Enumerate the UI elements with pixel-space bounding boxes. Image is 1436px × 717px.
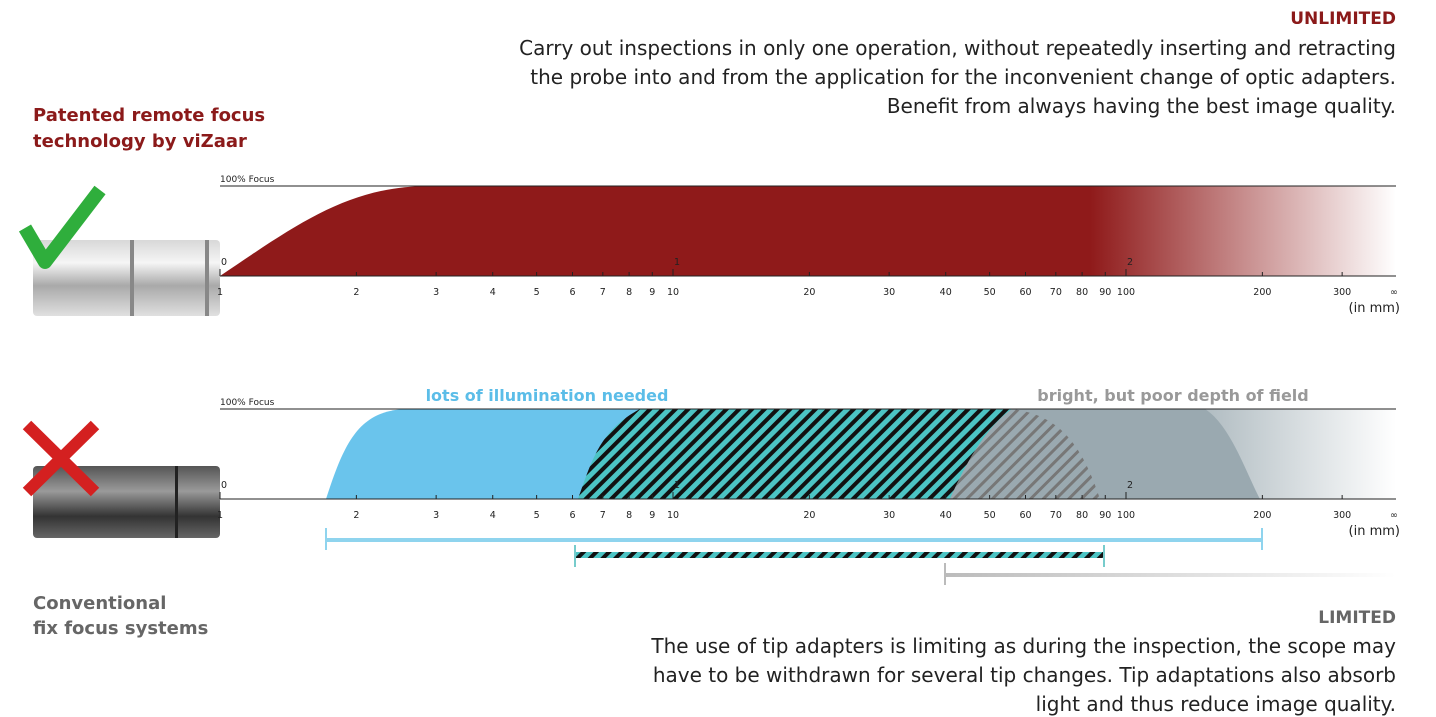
probe-icon (25, 190, 220, 316)
tick-label: 1 (217, 287, 223, 298)
text-line: the probe into and from the application … (530, 65, 1396, 89)
tick-label: ∞ (1390, 510, 1398, 521)
tick-label: 90 (1099, 287, 1111, 298)
tick-label: 70 (1050, 287, 1062, 298)
unit-label: (in mm) (1349, 301, 1400, 316)
tick-label: 9 (649, 510, 655, 521)
text-line: light and thus reduce image quality. (1036, 692, 1396, 716)
tick-label: ∞ (1390, 287, 1398, 298)
text-line: have to be withdrawn for several tip cha… (653, 663, 1396, 687)
tick-label: 200 (1253, 287, 1271, 298)
range-bars (326, 528, 1396, 585)
heading: UNLIMITED (1290, 9, 1396, 29)
tick-label: 100 (1117, 510, 1135, 521)
tick-label: 30 (883, 287, 895, 298)
tick-label: 10 (667, 287, 679, 298)
tick-label: 80 (1076, 287, 1088, 298)
label: technology by viZaar (33, 131, 247, 152)
heading: LIMITED (1318, 608, 1396, 628)
tick-label: 300 (1333, 287, 1351, 298)
text-line: Benefit from always having the best imag… (887, 94, 1396, 118)
decade-label: 0 (221, 257, 227, 268)
tick-label: 300 (1333, 510, 1351, 521)
tick-label: 50 (984, 287, 996, 298)
tick-label: 70 (1050, 510, 1062, 521)
tick-label: 2 (353, 287, 359, 298)
tick-label: 8 (626, 287, 632, 298)
tick-label: 3 (433, 287, 439, 298)
tick-label: 4 (490, 287, 496, 298)
label: fix focus systems (33, 618, 208, 639)
tick-label: 50 (984, 510, 996, 521)
tick-label: 10 (667, 510, 679, 521)
tick-label: 100 (1117, 287, 1135, 298)
tick-label: 6 (569, 287, 575, 298)
probe-icon (27, 425, 220, 538)
decade-label: 1 (674, 257, 680, 268)
sharp-area (578, 409, 1012, 499)
tick-label: 7 (600, 510, 606, 521)
annotation: lots of illumination needed (426, 386, 669, 405)
decade-label: 2 (1127, 257, 1133, 268)
tick-label: 80 (1076, 510, 1088, 521)
text-line: Carry out inspections in only one operat… (519, 36, 1396, 60)
tick-label: 7 (600, 287, 606, 298)
tick-label: 9 (649, 287, 655, 298)
tick-label: 200 (1253, 510, 1271, 521)
tick-label: 5 (534, 287, 540, 298)
tick-label: 40 (940, 287, 952, 298)
focus-label: 100% Focus (220, 175, 275, 185)
tick-label: 8 (626, 510, 632, 521)
infographic: UNLIMITED Carry out inspections in only … (0, 0, 1436, 717)
tick-label: 3 (433, 510, 439, 521)
tick-label: 1 (217, 510, 223, 521)
tick-label: 20 (803, 287, 815, 298)
label: Conventional (33, 593, 166, 614)
tick-label: 60 (1019, 510, 1031, 521)
text-line: The use of tip adapters is limiting as d… (650, 634, 1396, 658)
decade-label: 0 (221, 480, 227, 491)
tick-label: 6 (569, 510, 575, 521)
tick-label: 60 (1019, 287, 1031, 298)
tick-label: 5 (534, 510, 540, 521)
annotation: bright, but poor depth of field (1037, 386, 1308, 405)
tick-label: 20 (803, 510, 815, 521)
tick-label: 30 (883, 510, 895, 521)
tick-label: 4 (490, 510, 496, 521)
decade-label: 1 (674, 480, 680, 491)
tick-label: 2 (353, 510, 359, 521)
tick-label: 40 (940, 510, 952, 521)
decade-label: 2 (1127, 480, 1133, 491)
tick-label: 90 (1099, 510, 1111, 521)
unit-label: (in mm) (1349, 524, 1400, 539)
label: Patented remote focus (33, 105, 265, 126)
focus-area (220, 186, 1396, 276)
focus-label: 100% Focus (220, 398, 275, 408)
